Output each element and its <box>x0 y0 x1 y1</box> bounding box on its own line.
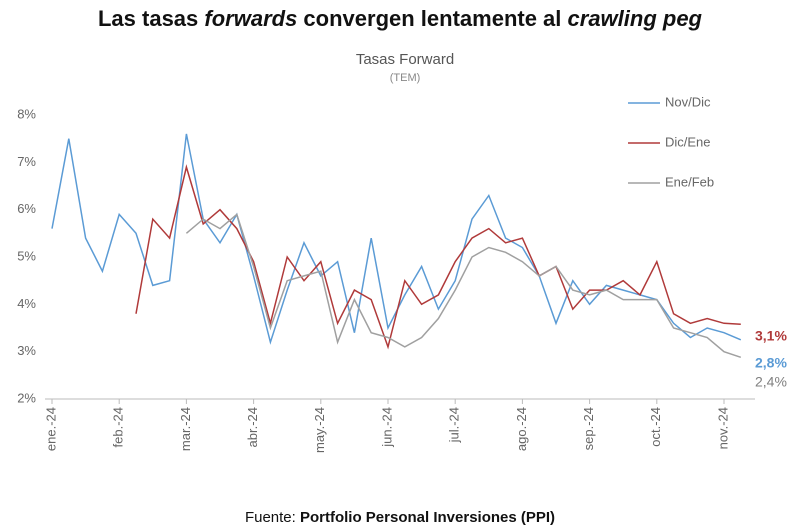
legend-label: Nov/Dic <box>665 94 711 109</box>
source-part: Portfolio Personal Inversiones (PPI) <box>300 509 555 526</box>
end-label: 2,4% <box>755 374 787 390</box>
end-label: 2,8% <box>755 355 787 371</box>
y-tick-label: 5% <box>17 248 36 263</box>
x-tick-label: ago.-24 <box>514 407 529 451</box>
x-tick-label: jun.-24 <box>379 407 394 448</box>
x-tick-label: abr.-24 <box>245 407 260 447</box>
title-part: crawling peg <box>568 6 703 31</box>
y-tick-label: 6% <box>17 201 36 216</box>
series-line <box>185 213 742 359</box>
x-tick-label: jul.-24 <box>447 407 462 443</box>
title-part: forwards <box>204 6 297 31</box>
source-part: Fuente: <box>245 509 300 526</box>
x-tick-label: nov.-24 <box>715 407 730 449</box>
x-tick-label: oct.-24 <box>648 407 663 447</box>
end-label: 3,1% <box>755 328 787 344</box>
x-tick-label: mar.-24 <box>178 407 193 451</box>
y-tick-label: 8% <box>17 106 36 121</box>
legend-label: Ene/Feb <box>665 174 714 189</box>
legend-label: Dic/Ene <box>665 134 711 149</box>
title-part: Las tasas <box>98 6 204 31</box>
subtitle-note: (TEM) <box>390 72 421 84</box>
x-tick-label: sep.-24 <box>581 407 596 450</box>
source: Fuente: Portfolio Personal Inversiones (… <box>245 509 555 526</box>
x-tick-label: ene.-24 <box>43 407 58 451</box>
series-line <box>135 164 741 350</box>
x-tick-label: feb.-24 <box>111 407 126 447</box>
y-tick-label: 2% <box>17 390 36 405</box>
y-tick-label: 3% <box>17 343 36 358</box>
title-part: convergen lentamente al <box>297 6 567 31</box>
chart-title: Las tasas forwards convergen lentamente … <box>98 6 703 31</box>
y-tick-label: 7% <box>17 154 36 169</box>
subtitle: Tasas Forward <box>356 51 454 68</box>
y-tick-label: 4% <box>17 296 36 311</box>
x-tick-label: may.-24 <box>312 407 327 453</box>
